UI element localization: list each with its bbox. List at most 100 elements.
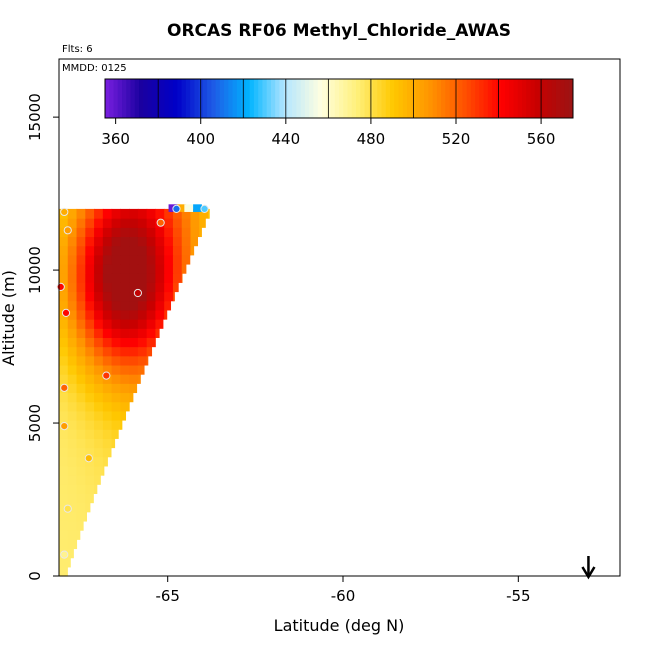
colorbar-segment bbox=[449, 79, 455, 118]
heatmap-cell bbox=[129, 337, 139, 348]
heatmap-cell bbox=[94, 484, 98, 494]
heatmap-cell bbox=[120, 236, 130, 247]
heatmap-cell bbox=[172, 245, 183, 256]
heatmap-cell bbox=[111, 337, 121, 348]
colorbar-segment bbox=[309, 79, 314, 118]
heatmap-cell bbox=[85, 429, 95, 439]
heatmap-cell bbox=[111, 218, 121, 228]
sample-point bbox=[200, 204, 209, 213]
heatmap-cell bbox=[67, 447, 78, 458]
heatmap-cell bbox=[85, 337, 95, 348]
heatmap-cell bbox=[172, 227, 183, 238]
heatmap-cell bbox=[129, 392, 134, 403]
heatmap-cell bbox=[94, 475, 101, 485]
heatmap-cell bbox=[155, 236, 165, 247]
colorbar-segment bbox=[487, 79, 493, 118]
heatmap-cell bbox=[67, 530, 78, 540]
colorbar-tick-label: 520 bbox=[442, 130, 471, 148]
heatmap-cell bbox=[76, 401, 86, 412]
heatmap-cell bbox=[102, 227, 113, 238]
heatmap-cell bbox=[111, 383, 121, 394]
heatmap-cell bbox=[76, 208, 86, 219]
colorbar-segment bbox=[202, 79, 208, 118]
heatmap-cell bbox=[164, 208, 174, 219]
heatmap-cell bbox=[85, 511, 87, 522]
heatmap-cell bbox=[94, 465, 104, 476]
heatmap-cell bbox=[102, 208, 113, 219]
colorbar-segment bbox=[351, 79, 357, 118]
colorbar-segment bbox=[134, 79, 140, 118]
sample-point bbox=[60, 383, 69, 392]
heatmap-cell bbox=[85, 300, 95, 311]
colorbar-frame bbox=[104, 78, 574, 119]
colorbar-segment bbox=[343, 79, 348, 118]
heatmap-cell bbox=[59, 475, 69, 485]
colorbar-segment bbox=[568, 79, 574, 118]
heatmap-cell bbox=[85, 419, 95, 430]
heatmap-cell bbox=[137, 328, 148, 338]
heatmap-cell bbox=[102, 236, 113, 247]
heatmap-cell bbox=[164, 254, 174, 265]
heatmap-cell bbox=[155, 245, 165, 256]
heatmap-cell bbox=[67, 346, 78, 357]
heatmap-cell bbox=[76, 263, 86, 274]
heatmap-cell bbox=[137, 254, 148, 265]
heatmap-cell bbox=[67, 410, 78, 421]
sample-point bbox=[84, 454, 93, 463]
heatmap-cell bbox=[85, 355, 95, 366]
heatmap-cell bbox=[155, 273, 165, 283]
heatmap-cell bbox=[102, 263, 113, 274]
colorbar-segment bbox=[466, 79, 472, 118]
heatmap-cell bbox=[129, 245, 139, 256]
colorbar-segment bbox=[377, 79, 383, 118]
heatmap-cell bbox=[102, 383, 113, 394]
heatmap-cell bbox=[146, 328, 157, 338]
heatmap-cell bbox=[129, 383, 138, 394]
colorbar-segment bbox=[555, 79, 561, 118]
sample-point bbox=[133, 288, 142, 298]
heatmap-cell bbox=[59, 493, 69, 504]
heatmap-cell bbox=[129, 254, 139, 265]
heatmap-cell bbox=[59, 319, 69, 329]
heatmap-cell bbox=[146, 273, 157, 283]
heatmap-cell bbox=[111, 410, 121, 421]
colorbar-segment bbox=[470, 79, 476, 118]
heatmap-cell bbox=[85, 475, 95, 485]
heatmap-cell bbox=[67, 291, 78, 302]
colorbar-segment bbox=[475, 79, 480, 118]
heatmap-cell bbox=[102, 438, 113, 449]
heatmap-cell bbox=[67, 337, 78, 348]
heatmap-cell bbox=[76, 236, 86, 247]
heatmap-cell bbox=[94, 337, 104, 348]
heatmap-cell bbox=[146, 300, 157, 311]
heatmap-cell bbox=[67, 539, 78, 550]
heatmap-cell bbox=[111, 429, 119, 439]
heatmap-cell bbox=[129, 309, 139, 320]
heatmap-cell bbox=[137, 291, 148, 302]
heatmap-cell bbox=[94, 401, 104, 412]
heatmap-cell bbox=[155, 291, 165, 302]
colorbar-segment bbox=[321, 79, 327, 118]
colorbar-segment bbox=[560, 79, 565, 118]
colorbar-segment bbox=[262, 79, 268, 118]
heatmap-cell bbox=[129, 346, 139, 357]
colorbar-segment bbox=[381, 79, 387, 118]
colorbar-segment bbox=[126, 79, 132, 118]
sample-point bbox=[63, 226, 72, 235]
heatmap-cell bbox=[85, 319, 95, 329]
heatmap-cell bbox=[94, 319, 104, 329]
heatmap-cell bbox=[85, 236, 95, 247]
heatmap-cell bbox=[111, 291, 121, 302]
heatmap-cell bbox=[76, 319, 86, 329]
colorbar-segment bbox=[207, 79, 212, 118]
colorbar-segment bbox=[194, 79, 200, 118]
heatmap-cell bbox=[59, 300, 69, 311]
heatmap-cell bbox=[137, 374, 141, 384]
colorbar-segment bbox=[441, 79, 446, 118]
heatmap-cell bbox=[111, 346, 121, 357]
heatmap-cell bbox=[111, 208, 121, 219]
heatmap-cell bbox=[172, 254, 183, 265]
heatmap-cell bbox=[76, 364, 86, 375]
heatmap-cell bbox=[129, 282, 139, 293]
colorbar-segment bbox=[236, 79, 242, 118]
